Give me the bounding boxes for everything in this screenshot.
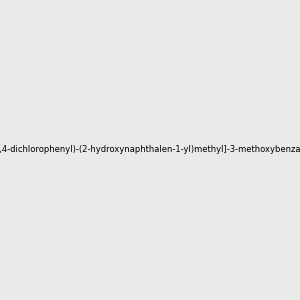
Text: N-[(2,4-dichlorophenyl)-(2-hydroxynaphthalen-1-yl)methyl]-3-methoxybenzamide: N-[(2,4-dichlorophenyl)-(2-hydroxynaphth…	[0, 146, 300, 154]
